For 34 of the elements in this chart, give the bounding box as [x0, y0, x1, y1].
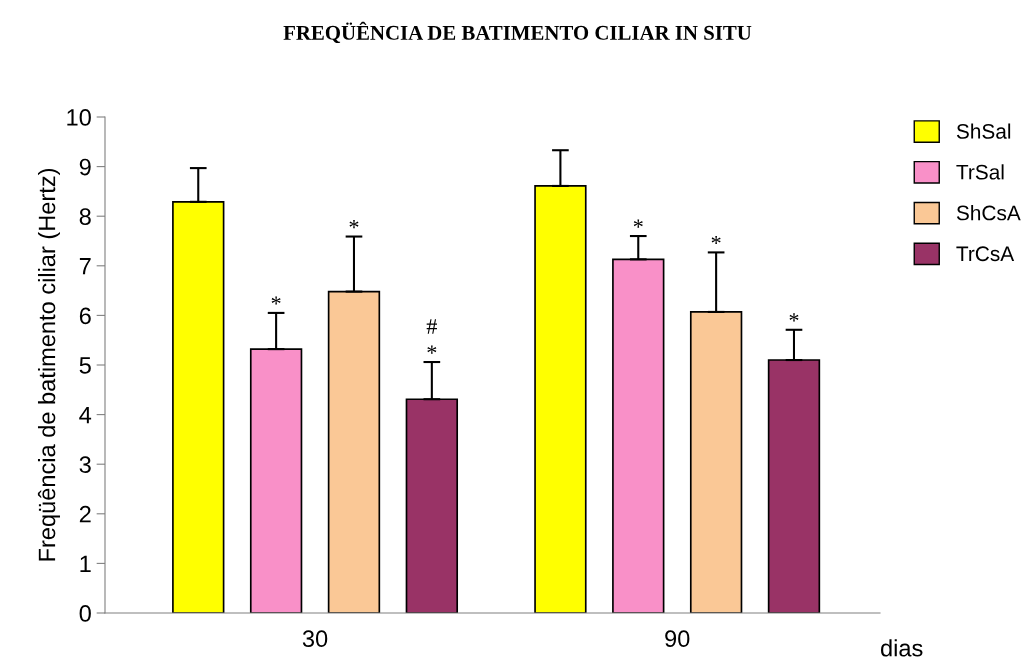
- bar: [172, 200, 225, 613]
- bar: [612, 258, 665, 613]
- y-tick-label: 6: [79, 307, 91, 325]
- data-label: # *: [426, 319, 437, 354]
- legend-label: TrSal: [956, 164, 1004, 180]
- y-axis-title: Freqüência de batimento ciliar (Hertz): [37, 168, 60, 561]
- y-tick-label: 5: [79, 357, 91, 374]
- bar: [689, 311, 743, 613]
- legend-label: ShSal: [956, 123, 1011, 139]
- x-tick-label: 90: [665, 630, 690, 648]
- y-tick-label: 0: [79, 605, 91, 622]
- bar: [405, 398, 459, 613]
- y-tick-label: 8: [79, 208, 91, 225]
- bar: [534, 185, 587, 613]
- y-tick-label: 9: [79, 158, 91, 176]
- data-label: *: [349, 220, 359, 229]
- y-tick-label: 3: [79, 456, 91, 473]
- y-tick-label: 10: [67, 109, 91, 126]
- data-label: *: [633, 219, 643, 228]
- data-label: *: [789, 313, 799, 322]
- legend-label: ShCsA: [956, 205, 1021, 221]
- y-tick-label: 1: [80, 555, 91, 572]
- data-label: *: [711, 235, 721, 245]
- y-tick-label: 2: [79, 505, 91, 523]
- chart-title: FREQÜÊNCIA DE BATIMENTO CILIAR IN SITU: [283, 21, 752, 44]
- x-axis-title: dias: [880, 639, 923, 657]
- y-tick-label: 7: [79, 258, 91, 275]
- bar: [327, 290, 381, 613]
- bar: [249, 348, 303, 613]
- y-tick-label: 4: [79, 406, 92, 424]
- legend-label: TrCsA: [956, 246, 1015, 262]
- data-label: *: [271, 296, 281, 305]
- x-tick-label: 30: [302, 630, 328, 648]
- bar: [767, 359, 821, 613]
